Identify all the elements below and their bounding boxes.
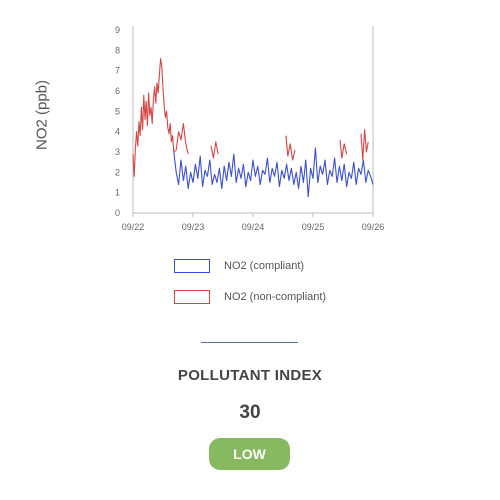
x-tick-label: 09/23 — [182, 222, 205, 232]
x-tick-label: 09/25 — [302, 222, 325, 232]
legend-label-noncompliant: NO2 (non-compliant) — [224, 291, 327, 303]
index-level-badge: LOW — [209, 438, 290, 470]
y-tick-label: 3 — [115, 147, 120, 157]
x-tick-label: 09/26 — [362, 222, 385, 232]
divider — [201, 342, 298, 343]
x-axis: 09/22 09/23 09/24 09/25 09/26 — [122, 26, 385, 232]
y-tick-label: 6 — [115, 86, 120, 96]
series-line-compliant — [173, 147, 374, 198]
y-tick-label: 0 — [115, 208, 120, 218]
series-line-noncompliant — [132, 57, 369, 177]
y-tick-label: 5 — [115, 106, 120, 116]
series-layer — [132, 57, 374, 198]
pollutant-index-title: POLLUTANT INDEX — [177, 367, 323, 384]
legend-swatch-compliant — [174, 259, 210, 273]
y-tick-label: 4 — [115, 127, 120, 137]
x-tick-label: 09/22 — [122, 222, 145, 232]
pollutant-index-value: 30 — [239, 402, 261, 423]
y-tick-label: 7 — [115, 66, 120, 76]
legend-label-compliant: NO2 (compliant) — [224, 260, 305, 272]
y-tick-label: 9 — [115, 25, 120, 35]
legend-swatch-noncompliant — [174, 290, 210, 304]
y-axis-label: NO2 (ppb) — [33, 79, 51, 151]
legend-item-compliant: NO2 (compliant) — [174, 257, 326, 275]
legend-item-noncompliant: NO2 (non-compliant) — [174, 288, 326, 306]
y-tick-label: 1 — [115, 188, 120, 198]
y-tick-label: 2 — [115, 167, 120, 177]
legend: NO2 (compliant) NO2 (non-compliant) — [174, 257, 326, 319]
x-tick-label: 09/24 — [242, 222, 265, 232]
y-axis: 0 1 2 3 4 5 6 7 8 9 — [115, 25, 134, 218]
y-tick-label: 8 — [115, 45, 120, 55]
